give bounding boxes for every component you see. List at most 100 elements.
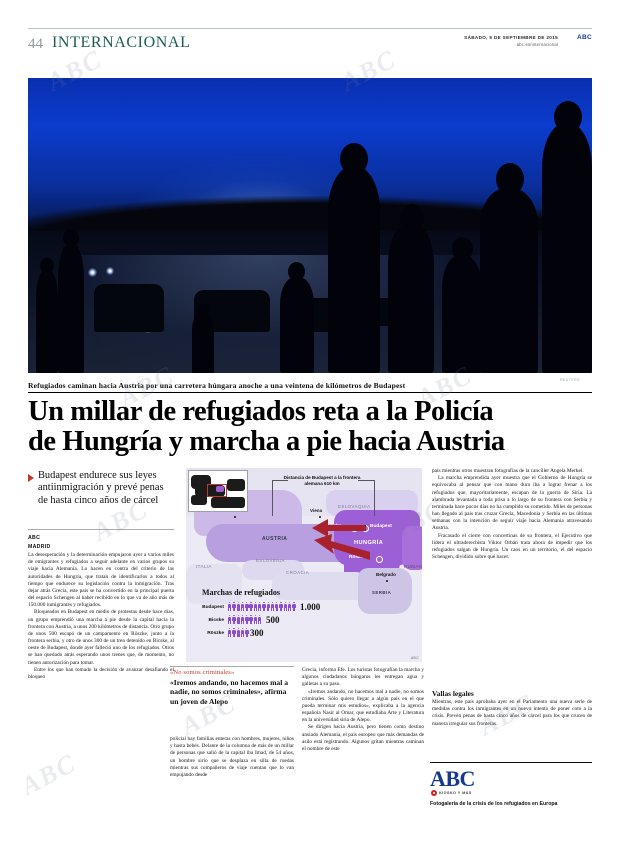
map-inset-locator xyxy=(188,470,248,512)
person-icon xyxy=(292,602,296,611)
body-column-1: La desesperación y la determinación empu… xyxy=(28,552,174,681)
summary-bullet: Budapest endurece sus leyes antiinmigrac… xyxy=(28,470,174,507)
pedestrian-head xyxy=(40,258,54,273)
pedestrian-silhouette xyxy=(58,243,84,373)
pedestrian-head xyxy=(452,237,473,261)
headlight-icon xyxy=(88,268,97,277)
photo-caption: Refugiados caminan hacia Austria por una… xyxy=(28,381,406,390)
chart-bar-bicske xyxy=(228,615,262,624)
kiosko-badge-label: KIOSKO Y MÁS xyxy=(439,791,472,795)
person-icon xyxy=(232,628,236,637)
person-icon xyxy=(240,615,245,624)
person-icon xyxy=(245,602,249,611)
promo-caption: Fotogalería de la crisis de los refugiad… xyxy=(430,801,558,807)
pedestrian-head xyxy=(197,304,209,317)
person-icon xyxy=(236,615,240,624)
article-headline: Un millar de refugiados reta a la Policí… xyxy=(28,396,603,458)
map-label-austria: AUSTRIA xyxy=(262,536,288,542)
paragraph: «Iremos andando, no hacemos mal a nadie,… xyxy=(302,688,424,724)
person-icon xyxy=(253,602,258,611)
inset-landmass xyxy=(191,495,207,505)
chart-category-label: Budapest xyxy=(202,605,224,610)
pedestrian-head xyxy=(554,101,582,133)
paragraph: policial hay familias enteras con hombre… xyxy=(170,736,294,778)
bullet-rule xyxy=(28,529,174,530)
map-city-roszke: Röszke xyxy=(349,555,366,560)
chart-bar-budapest xyxy=(228,602,296,611)
person-icon xyxy=(253,615,258,624)
chart-bar-roszke xyxy=(228,628,249,637)
pedestrian-silhouette xyxy=(388,223,434,373)
section-title: INTERNACIONAL xyxy=(52,34,191,51)
person-icon xyxy=(266,602,270,611)
map-label-hungria: HUNGRÍA xyxy=(354,540,384,546)
map-country-croatia xyxy=(272,572,368,600)
map-dot-belgrado xyxy=(386,580,389,583)
vehicle-silhouette xyxy=(94,283,164,332)
map-source: ABC xyxy=(410,656,419,660)
pedestrian-head xyxy=(63,229,79,247)
person-icon xyxy=(262,602,266,611)
promo-rule xyxy=(430,762,592,763)
map-label-serbia: SERBIA xyxy=(372,590,392,595)
caption-rule xyxy=(28,392,592,393)
person-icon xyxy=(232,602,236,611)
person-icon xyxy=(232,615,236,624)
quote-label: «No somos criminales» xyxy=(170,669,235,676)
kiosko-badge[interactable]: KIOSKO Y MÁS xyxy=(431,790,472,796)
pedestrian-silhouette xyxy=(36,269,58,373)
inset-highlight-box xyxy=(207,484,227,497)
pedestrian-silhouette xyxy=(480,187,538,373)
person-icon xyxy=(275,602,279,611)
map-city-viena: Viena xyxy=(310,508,323,513)
map-country-serbia xyxy=(358,568,412,614)
chart-value-budapest: 1.000 xyxy=(300,602,321,612)
byline-agency: ABC xyxy=(28,535,41,541)
header-rule xyxy=(28,28,592,29)
map-label-eslovaquia: ESLOVAQUIA xyxy=(338,504,371,509)
header-date: SÁBADO, 5 DE SEPTIEMBRE DE 2015 xyxy=(464,35,558,40)
pedestrian-silhouette xyxy=(442,255,482,373)
person-icon xyxy=(249,615,253,624)
header-brand: ABC xyxy=(577,34,592,41)
inset-highlight-fill xyxy=(216,486,224,492)
person-icon xyxy=(240,628,245,637)
pedestrian-head xyxy=(288,262,305,281)
pedestrian-silhouette xyxy=(542,123,592,373)
paragraph: La desesperación y la determinación empu… xyxy=(28,552,174,609)
inset-landmass xyxy=(227,479,245,491)
person-icon xyxy=(245,615,249,624)
map-label-croacia: CROACIA xyxy=(286,570,310,575)
paragraph: Mientras, este país aprobaba ayer en el … xyxy=(432,699,592,727)
paragraph: Bloqueados en Budapest en medio de prote… xyxy=(28,609,174,666)
map-ring-roszke xyxy=(376,556,383,563)
byline-city: MADRID xyxy=(28,543,51,550)
paragraph: Grecia, informa Efe. Los turistas fotogr… xyxy=(302,667,424,688)
person-icon xyxy=(236,602,240,611)
inset-landmass xyxy=(211,497,245,508)
paragraph: país mientras otros muestran fotografías… xyxy=(432,468,584,474)
person-icon xyxy=(257,615,262,624)
paragraph: Fracasado el cierre con concertinas de s… xyxy=(432,532,592,561)
body-column-4-continued: Mientras, este país aprobaba ayer en el … xyxy=(432,699,592,728)
headline-line-2: de Hungría y marcha a pie hacia Austria xyxy=(28,426,505,458)
map-label-rumania: RUMANÍA xyxy=(404,564,422,569)
map-label-eslovenia: ESLOVENIA xyxy=(256,558,285,563)
header-dateline: SÁBADO, 5 DE SEPTIEMBRE DE 2015 abc.es/i… xyxy=(464,35,558,47)
distance-leader-right xyxy=(374,480,375,516)
photo-credit: REUTERS xyxy=(560,378,580,382)
headlight-icon xyxy=(106,267,114,275)
kiosko-circle-icon xyxy=(431,790,437,796)
subhead-vallas-legales: Vallas legales xyxy=(432,689,474,698)
paragraph: Se dirigen hacia Austria, pero tienen co… xyxy=(302,724,424,752)
summary-bullet-text: Budapest endurece sus leyes antiinmigrac… xyxy=(38,470,164,506)
page-header: 44 INTERNACIONAL SÁBADO, 5 DE SEPTIEMBRE… xyxy=(28,28,592,56)
person-icon xyxy=(279,602,283,611)
person-icon xyxy=(245,628,249,637)
person-icon xyxy=(240,602,245,611)
chart-value-roszke: 300 xyxy=(250,628,264,638)
pedestrian-silhouette xyxy=(280,277,314,373)
pedestrian-head xyxy=(340,143,368,175)
pedestrian-head xyxy=(496,163,524,195)
